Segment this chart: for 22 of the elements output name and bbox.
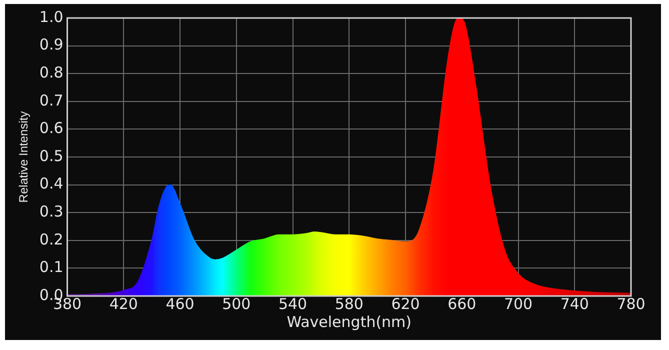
y-axis-title: Relative Intensity — [16, 111, 31, 203]
y-tick-label: 0.4 — [39, 174, 64, 193]
x-tick-label: 420 — [109, 294, 138, 313]
y-tick-label: 0.2 — [39, 230, 64, 248]
x-tick-label: 580 — [334, 294, 364, 313]
y-tick-label: 0.6 — [39, 119, 64, 138]
x-tick-label: 500 — [222, 294, 251, 313]
x-tick-label: 620 — [391, 294, 420, 313]
y-tick-label: 0.9 — [39, 36, 64, 54]
y-tick-label: 0.5 — [39, 146, 64, 165]
y-tick-label: 0.3 — [39, 202, 64, 220]
y-tick-label: 0.8 — [39, 63, 64, 82]
y-tick-label: 0.1 — [39, 258, 64, 276]
x-tick-label: 460 — [166, 294, 194, 313]
y-tick-label: 1.0 — [39, 8, 64, 26]
x-axis-title: Wavelength(nm) — [286, 312, 412, 331]
y-tick-label: 0.7 — [39, 91, 64, 110]
x-tick-label: 700 — [504, 294, 533, 313]
x-tick-label: 540 — [278, 294, 308, 313]
x-tick-label: 660 — [448, 294, 476, 313]
x-tick-label: 780 — [616, 294, 646, 313]
x-tick-label: 740 — [560, 294, 589, 313]
